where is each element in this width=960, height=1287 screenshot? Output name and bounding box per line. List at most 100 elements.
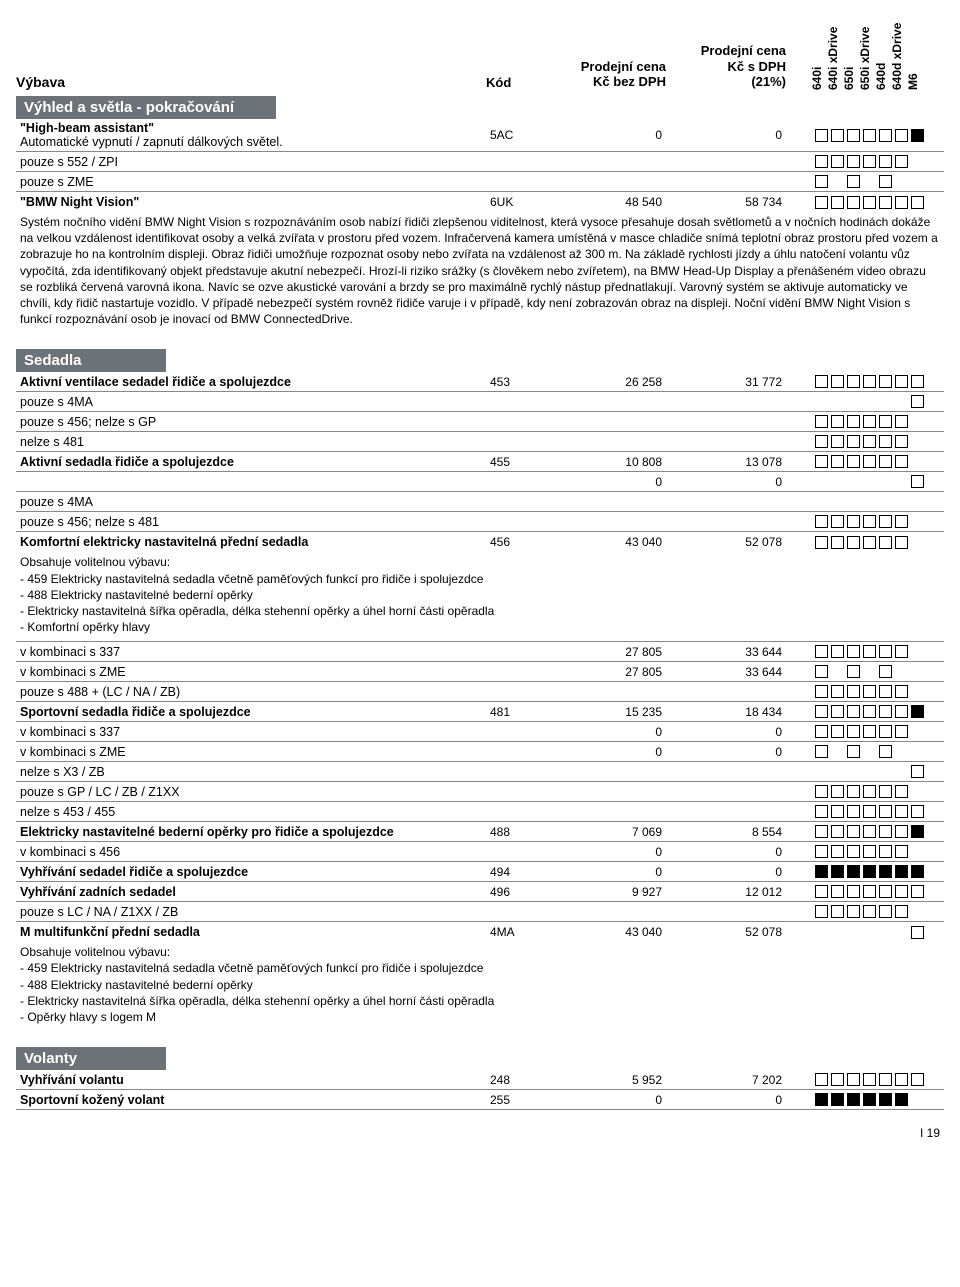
checkbox-icon <box>879 665 892 678</box>
checkbox-icon <box>895 685 908 698</box>
checkbox-icon <box>831 395 844 408</box>
checkbox-icon <box>863 515 876 528</box>
checkbox-icon <box>815 415 828 428</box>
checkbox-icon <box>815 905 828 918</box>
checkbox-icon <box>831 745 844 758</box>
checkbox-icon <box>847 155 860 168</box>
checkbox-icon <box>911 765 924 778</box>
checkbox-icon <box>815 175 828 188</box>
checkbox-icon <box>911 515 924 528</box>
checkbox-icon <box>895 705 908 718</box>
checkbox-icon <box>815 885 828 898</box>
checkbox-icon <box>863 455 876 468</box>
header-cena-bez-dph: Prodejní cena Kč bez DPH <box>546 59 666 90</box>
4ma-desc: Obsahuje volitelnou výbavu: - 459 Elektr… <box>16 942 944 1031</box>
row-453: Aktivní ventilace sedadel řidiče a spolu… <box>16 372 944 392</box>
checkbox-icon <box>831 1073 844 1086</box>
checkbox-icon <box>863 375 876 388</box>
checkbox-icon <box>911 705 924 718</box>
checkbox-icon <box>847 375 860 388</box>
checkbox-icon <box>831 845 844 858</box>
checkbox-icon <box>911 885 924 898</box>
checkbox-icon <box>863 745 876 758</box>
checkbox-icon <box>847 825 860 838</box>
row-481-d: pouze s GP / LC / ZB / Z1XX <box>16 782 944 802</box>
model-columns: 640i640i xDrive650i650i xDrive640d640d x… <box>786 18 926 90</box>
checkbox-icon <box>847 1093 860 1106</box>
checkbox-icon <box>863 905 876 918</box>
checkbox-icon <box>847 885 860 898</box>
checkbox-icon <box>847 415 860 428</box>
checkbox-icon <box>895 825 908 838</box>
row-456: Komfortní elektricky nastavitelná přední… <box>16 532 944 552</box>
row-456-b: v kombinaci s ZME 27 805 33 644 <box>16 662 944 682</box>
checkbox-icon <box>911 435 924 448</box>
checkbox-icon <box>911 805 924 818</box>
row-4ma: M multifunkční přední sedadla 4MA 43 040… <box>16 922 944 942</box>
row-496: Vyhřívání zadních sedadel 496 9 927 12 0… <box>16 882 944 902</box>
row-pouze-zme: pouze s ZME <box>16 172 944 192</box>
checkbox-icon <box>831 196 844 209</box>
checkbox-icon <box>879 395 892 408</box>
checkbox-icon <box>847 515 860 528</box>
checkbox-icon <box>847 785 860 798</box>
checkbox-icon <box>879 725 892 738</box>
checkbox-icon <box>879 785 892 798</box>
checkbox-icon <box>879 375 892 388</box>
checkbox-icon <box>863 926 876 939</box>
checkbox-icon <box>895 536 908 549</box>
checkbox-icon <box>879 905 892 918</box>
checkbox-icon <box>879 455 892 468</box>
model-640i: 640i <box>810 18 824 90</box>
checkbox-icon <box>879 536 892 549</box>
checkbox-icon <box>895 475 908 488</box>
checkbox-icon <box>911 1093 924 1106</box>
checkbox-icon <box>879 1093 892 1106</box>
checkbox-icon <box>879 765 892 778</box>
row-481-c: nelze s X3 / ZB <box>16 762 944 782</box>
checkbox-icon <box>911 475 924 488</box>
checkbox-icon <box>879 825 892 838</box>
checkbox-icon <box>895 845 908 858</box>
checkbox-icon <box>879 1073 892 1086</box>
checkbox-icon <box>815 1093 828 1106</box>
checkbox-icon <box>847 765 860 778</box>
checkbox-icon <box>879 645 892 658</box>
checkbox-icon <box>831 175 844 188</box>
checkbox-icon <box>831 705 844 718</box>
row-481-a: v kombinaci s 337 0 0 <box>16 722 944 742</box>
checkbox-icon <box>863 665 876 678</box>
model-640i-xdrive: 640i xDrive <box>826 18 840 90</box>
checkbox-icon <box>911 536 924 549</box>
model-640d-xdrive: 640d xDrive <box>890 18 904 90</box>
checkbox-icon <box>863 785 876 798</box>
checkbox-icon <box>895 1073 908 1086</box>
checkbox-icon <box>847 395 860 408</box>
checkbox-icon <box>911 129 924 142</box>
checkbox-icon <box>863 705 876 718</box>
checkbox-icon <box>831 885 844 898</box>
model-m6: M6 <box>906 18 920 90</box>
456-desc: Obsahuje volitelnou výbavu: - 459 Elektr… <box>16 552 944 642</box>
checkbox-icon <box>895 1093 908 1106</box>
checkbox-icon <box>895 885 908 898</box>
checkbox-icon <box>879 475 892 488</box>
row-453-c: nelze s 481 <box>16 432 944 452</box>
checkbox-icon <box>831 455 844 468</box>
checkbox-icon <box>847 705 860 718</box>
checkbox-icon <box>879 155 892 168</box>
header-vybava: Výbava <box>16 74 486 90</box>
checkbox-icon <box>815 865 828 878</box>
checkbox-icon <box>815 685 828 698</box>
checkbox-icon <box>831 765 844 778</box>
checkbox-icon <box>911 725 924 738</box>
row-494: Vyhřívání sedadel řidiče a spolujezdce 4… <box>16 862 944 882</box>
header-kod: Kód <box>486 75 546 90</box>
checkbox-icon <box>831 926 844 939</box>
checkbox-icon <box>815 765 828 778</box>
row-455: Aktivní sedadla řidiče a spolujezdce 455… <box>16 452 944 472</box>
checkbox-icon <box>911 665 924 678</box>
checkbox-icon <box>847 475 860 488</box>
checkbox-icon <box>895 665 908 678</box>
row-496-a: pouze s LC / NA / Z1XX / ZB <box>16 902 944 922</box>
